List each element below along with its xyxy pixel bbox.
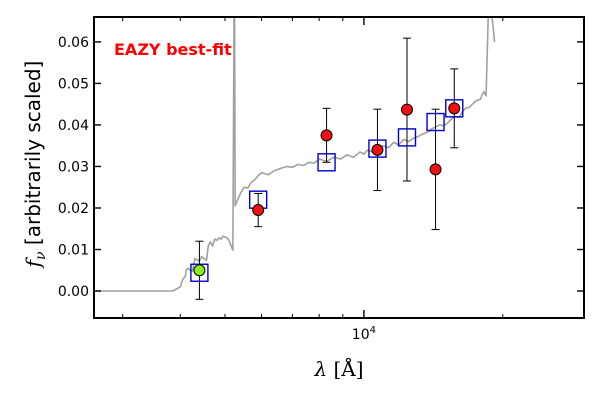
x-axis-label-unit: [Å]	[327, 356, 363, 381]
y-tick-label: 0.01	[58, 242, 89, 258]
x-tick-label: 104	[352, 325, 376, 343]
model-flux-box	[368, 139, 387, 158]
observed-flux-point	[400, 103, 413, 116]
y-tick-label: 0.02	[58, 201, 89, 217]
observed-flux-point	[320, 129, 333, 142]
model-flux-box	[445, 99, 464, 118]
y-tick-label: 0.06	[58, 35, 89, 51]
x-axis-label-symbol: λ	[313, 357, 327, 381]
observed-flux-point	[429, 163, 442, 176]
y-axis-label-subscript: ν	[33, 251, 49, 260]
y-tick-label: 0.04	[58, 118, 89, 134]
y-axis-label-text: [arbitrarily scaled]	[21, 61, 45, 252]
y-tick-label: 0.03	[58, 159, 89, 175]
plot-frame	[93, 16, 585, 319]
axis-ticks: 0.00 0.01 0.02 0.03 0.04 0.05 0.06 104	[58, 17, 584, 343]
model-flux-box	[426, 112, 445, 132]
x-tick-label-exponent: 4	[370, 325, 376, 336]
observed-flux-point	[252, 204, 265, 217]
observed-flux-point	[371, 143, 384, 156]
y-tick-label: 0.00	[58, 284, 89, 300]
annotation-label: EAZY best-fit	[114, 40, 232, 59]
plot-area	[94, 17, 496, 300]
x-tick-label-base: 10	[352, 327, 370, 343]
observed-flux-point	[448, 102, 461, 115]
y-tick-label: 0.05	[58, 76, 89, 92]
model-flux-box	[317, 153, 336, 172]
x-axis-label: λ [Å]	[313, 356, 363, 381]
observed-flux-point	[193, 264, 206, 277]
model-flux-box	[397, 128, 417, 147]
model-flux-box	[190, 263, 209, 282]
y-axis-label: fν [arbitrarily scaled]	[21, 61, 49, 270]
